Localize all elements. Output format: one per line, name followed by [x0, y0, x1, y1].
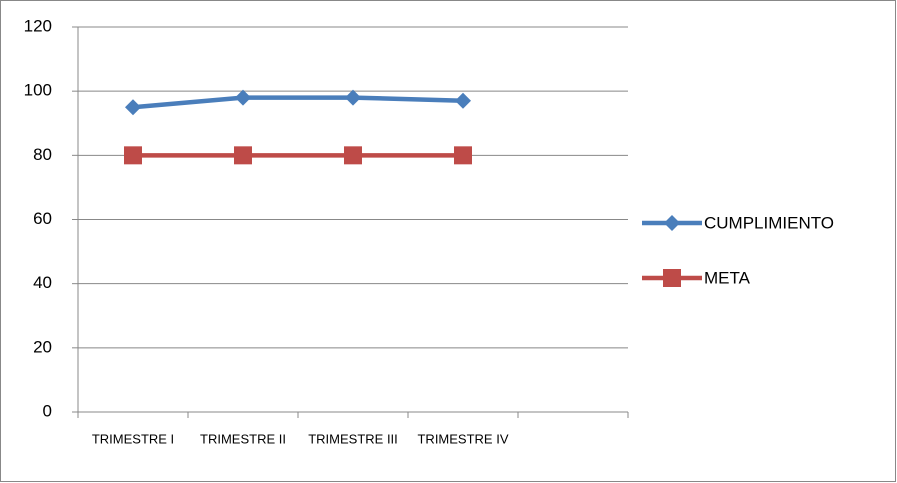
y-tick-label: 0	[43, 401, 52, 420]
y-tick-label: 120	[24, 16, 52, 35]
x-tick-label: TRIMESTRE I	[92, 431, 174, 446]
legend-label: CUMPLIMIENTO	[704, 213, 834, 232]
point	[664, 215, 680, 231]
legend-label: META	[704, 268, 751, 287]
x-tick-label: TRIMESTRE IV	[417, 431, 508, 446]
y-tick-label: 60	[33, 209, 52, 228]
series-line	[132, 95, 464, 110]
point	[125, 99, 141, 116]
point	[663, 269, 681, 287]
x-tick-label: TRIMESTRE II	[200, 431, 286, 446]
point	[124, 146, 142, 165]
point	[454, 146, 472, 165]
point	[344, 146, 362, 165]
x-tick-label: TRIMESTRE III	[308, 431, 398, 446]
point	[455, 92, 471, 109]
y-tick-label: 100	[24, 81, 52, 100]
y-tick-label: 80	[33, 145, 52, 164]
y-tick-label: 20	[33, 337, 52, 356]
point	[234, 146, 252, 165]
y-tick-label: 40	[33, 273, 52, 292]
point	[235, 89, 251, 106]
point	[345, 89, 361, 106]
